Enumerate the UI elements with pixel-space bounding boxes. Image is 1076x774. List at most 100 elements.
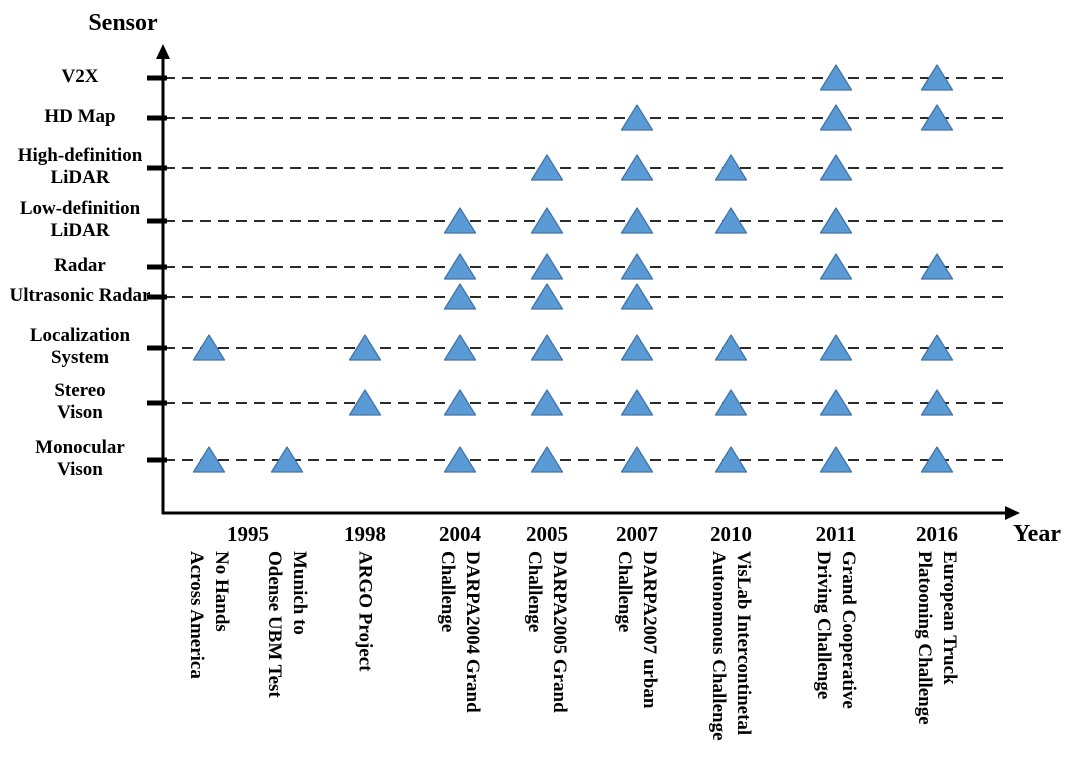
marker-triangle-ultrasonic-radar-darpa2005-grand-challenge [530, 283, 564, 310]
year-label-1995: 1995 [188, 522, 308, 546]
marker-triangle-hd-map-european-truck-platooning-challenge [920, 104, 954, 131]
row-label-ultrasonic-radar: Ultrasonic Radar [0, 285, 160, 307]
row-label-monocular-vison: Monocular Vison [0, 437, 160, 481]
column-event-label-darpa2004-grand-challenge: DARPA2004 Grand Challenge [435, 551, 485, 713]
label-line: Low-definition [19, 198, 141, 219]
label-line: Monocular [35, 437, 125, 458]
row-label-high-definition-lidar: High-definition LiDAR [0, 145, 160, 189]
marker-triangle-low-definition-lidar-darpa2004-grand-challenge [443, 207, 477, 234]
marker-triangle-monocular-vison-darpa2007-urban-challenge [620, 446, 654, 473]
row-label-low-definition-lidar: Low-definition LiDAR [0, 198, 160, 242]
year-label-2004: 2004 [400, 522, 520, 546]
x-axis-title: Year [1013, 521, 1061, 547]
label-line: V2X [61, 66, 99, 87]
label-line: Vison [57, 459, 103, 480]
row-label-v2x: V2X [0, 66, 160, 88]
y-axis-title: Sensor [88, 10, 158, 36]
label-line: DARPA2005 Grand [549, 551, 570, 713]
marker-triangle-low-definition-lidar-darpa2005-grand-challenge [530, 207, 564, 234]
label-line: Driving Challenge [813, 551, 834, 700]
label-line: Localization [29, 325, 131, 346]
marker-triangle-monocular-vison-darpa2004-grand-challenge [443, 446, 477, 473]
marker-triangle-localization-system-no-hands-across-america [192, 334, 226, 361]
label-line: Odense UBM Test [264, 551, 285, 698]
label-line: Platooning Challenge [914, 551, 935, 725]
marker-triangle-high-definition-lidar-vislab-intercontinetal-autonomous-challenge [714, 154, 748, 181]
label-line: High-definition [17, 145, 143, 166]
marker-triangle-monocular-vison-darpa2005-grand-challenge [530, 446, 564, 473]
label-line: LiDAR [50, 220, 110, 241]
year-label-2011: 2011 [776, 522, 896, 546]
marker-triangle-high-definition-lidar-grand-cooperative-driving-challenge [819, 154, 853, 181]
row-label-stereo-vison: Stereo Vison [0, 380, 160, 424]
label-line: Across America [186, 551, 207, 679]
label-line: 2011 [815, 522, 857, 546]
year-label-1998: 1998 [305, 522, 425, 546]
column-event-label-vislab-intercontinetal-autonomous-challenge: VisLab Intercontinetal Autonomous Challen… [706, 551, 756, 741]
label-line: 2016 [916, 522, 958, 546]
marker-triangle-localization-system-darpa2007-urban-challenge [620, 334, 654, 361]
marker-triangle-stereo-vison-vislab-intercontinetal-autonomous-challenge [714, 389, 748, 416]
marker-triangle-stereo-vison-darpa2007-urban-challenge [620, 389, 654, 416]
row-label-localization-system: Localization System [0, 325, 160, 369]
marker-triangle-localization-system-grand-cooperative-driving-challenge [819, 334, 853, 361]
year-label-2010: 2010 [671, 522, 791, 546]
label-line: Challenge [614, 551, 635, 633]
year-label-2007: 2007 [577, 522, 697, 546]
marker-triangle-v2x-european-truck-platooning-challenge [920, 64, 954, 91]
column-event-label-darpa2005-grand-challenge: DARPA2005 Grand Challenge [522, 551, 572, 713]
column-event-label-argo-project: ARGO Project [353, 551, 378, 671]
label-line: Grand Cooperative [838, 551, 859, 709]
marker-triangle-hd-map-darpa2007-urban-challenge [620, 104, 654, 131]
marker-triangle-radar-european-truck-platooning-challenge [920, 253, 954, 280]
row-label-radar: Radar [0, 255, 160, 277]
label-line: European Truck [939, 551, 960, 685]
label-line: 2005 [526, 522, 568, 546]
marker-triangle-stereo-vison-darpa2005-grand-challenge [530, 389, 564, 416]
marker-triangle-localization-system-vislab-intercontinetal-autonomous-challenge [714, 334, 748, 361]
marker-triangle-radar-darpa2004-grand-challenge [443, 253, 477, 280]
label-line: 1998 [344, 522, 386, 546]
marker-triangle-stereo-vison-grand-cooperative-driving-challenge [819, 389, 853, 416]
marker-triangle-high-definition-lidar-darpa2007-urban-challenge [620, 154, 654, 181]
marker-triangle-monocular-vison-european-truck-platooning-challenge [920, 446, 954, 473]
marker-triangle-stereo-vison-european-truck-platooning-challenge [920, 389, 954, 416]
marker-triangle-monocular-vison-munich-to-odense-ubm-test [270, 446, 304, 473]
marker-triangle-monocular-vison-grand-cooperative-driving-challenge [819, 446, 853, 473]
column-event-label-european-truck-platooning-challenge: European Truck Platooning Challenge [912, 551, 962, 725]
column-event-label-darpa2007-urban-challenge: DARPA2007 urban Challenge [612, 551, 662, 708]
label-line: No Hands [211, 551, 232, 632]
column-event-label-grand-cooperative-driving-challenge: Grand Cooperative Driving Challenge [811, 551, 861, 709]
row-label-hd-map: HD Map [0, 106, 160, 128]
label-line: Munich to [289, 551, 310, 635]
marker-triangle-monocular-vison-no-hands-across-america [192, 446, 226, 473]
marker-triangle-radar-darpa2007-urban-challenge [620, 253, 654, 280]
label-line: 2004 [439, 522, 481, 546]
marker-triangle-localization-system-darpa2005-grand-challenge [530, 334, 564, 361]
label-line: Ultrasonic Radar [9, 285, 151, 306]
marker-triangle-low-definition-lidar-grand-cooperative-driving-challenge [819, 207, 853, 234]
label-line: Stereo [54, 380, 106, 401]
label-line: System [50, 347, 110, 368]
label-line: DARPA2007 urban [639, 551, 660, 709]
label-line: VisLab Intercontinetal [733, 551, 754, 736]
label-line: Autonomous Challenge [708, 551, 729, 741]
marker-triangle-stereo-vison-darpa2004-grand-challenge [443, 389, 477, 416]
marker-triangle-high-definition-lidar-darpa2005-grand-challenge [530, 154, 564, 181]
marker-triangle-localization-system-argo-project [348, 334, 382, 361]
label-line: Challenge [437, 551, 458, 633]
y-axis-arrowhead [156, 44, 170, 59]
year-label-2005: 2005 [487, 522, 607, 546]
label-line: Vison [57, 402, 103, 423]
marker-triangle-radar-grand-cooperative-driving-challenge [819, 253, 853, 280]
marker-triangle-radar-darpa2005-grand-challenge [530, 253, 564, 280]
label-line: Challenge [524, 551, 545, 633]
label-line: DARPA2004 Grand [462, 551, 483, 713]
x-axis-arrowhead [1005, 506, 1020, 520]
label-line: LiDAR [50, 167, 110, 188]
marker-triangle-ultrasonic-radar-darpa2007-urban-challenge [620, 283, 654, 310]
marker-triangle-monocular-vison-vislab-intercontinetal-autonomous-challenge [714, 446, 748, 473]
